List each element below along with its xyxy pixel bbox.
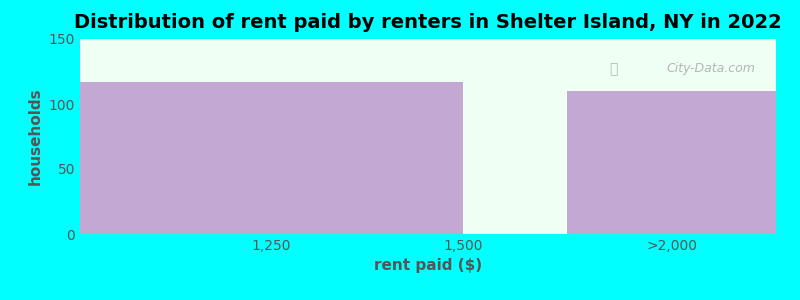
X-axis label: rent paid ($): rent paid ($) (374, 258, 482, 273)
Y-axis label: households: households (28, 88, 43, 185)
Text: City-Data.com: City-Data.com (666, 62, 755, 75)
Title: Distribution of rent paid by renters in Shelter Island, NY in 2022: Distribution of rent paid by renters in … (74, 13, 782, 32)
Text: Ⓠ: Ⓠ (609, 62, 618, 76)
